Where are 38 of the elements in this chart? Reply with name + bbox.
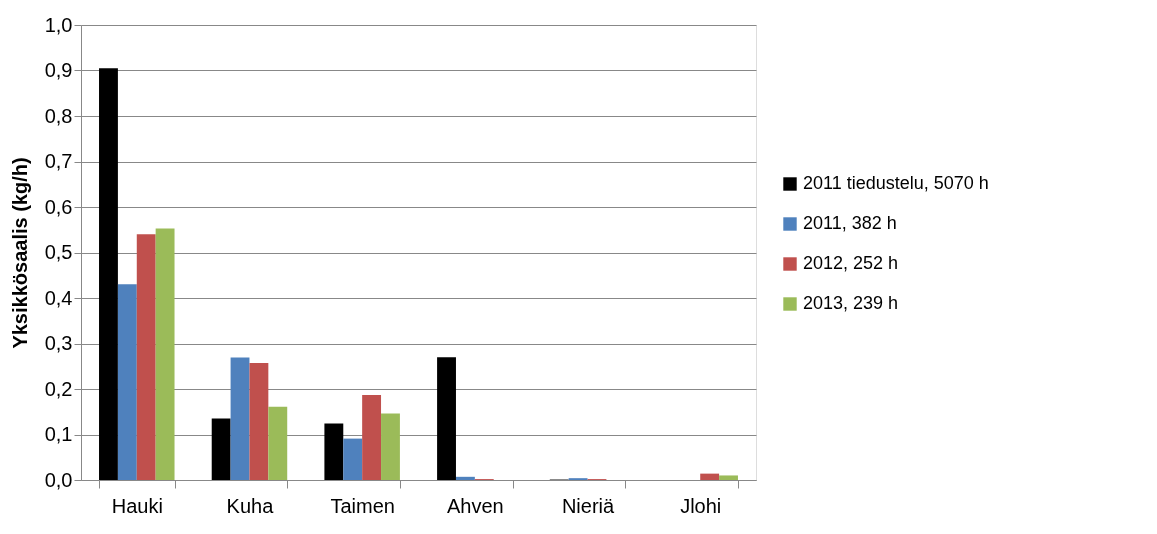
bar bbox=[437, 357, 456, 480]
bar bbox=[249, 363, 269, 480]
bar bbox=[343, 438, 363, 480]
bar bbox=[381, 413, 400, 480]
x-tick-label: Hauki bbox=[111, 494, 163, 517]
legend-label: 2011 tiedustelu, 5070 h bbox=[803, 173, 989, 193]
bar bbox=[700, 473, 720, 480]
y-tick-label: 1,0 bbox=[44, 13, 73, 36]
y-tick-label: 0,2 bbox=[44, 377, 73, 400]
legend-label: 2012, 252 h bbox=[803, 253, 899, 273]
x-tick-label: Taimen bbox=[330, 494, 395, 517]
bar bbox=[362, 394, 382, 480]
bar bbox=[719, 475, 738, 480]
legend-label: 2011, 382 h bbox=[803, 213, 897, 233]
bar bbox=[99, 68, 118, 480]
y-tick-label: 0,8 bbox=[44, 104, 73, 127]
y-tick-label: 0,3 bbox=[44, 332, 73, 354]
bar bbox=[117, 284, 137, 480]
legend-label: 2013, 239 h bbox=[803, 293, 899, 313]
y-axis-title: Yksikkösaalis (kg/h) bbox=[8, 157, 31, 349]
x-tick-label: Nieriä bbox=[561, 494, 616, 517]
bar bbox=[230, 357, 250, 480]
y-tick-label: 0,1 bbox=[44, 423, 73, 445]
y-tick-label: 0,4 bbox=[44, 286, 73, 309]
bar bbox=[268, 406, 288, 480]
x-tick-label: Jlohi bbox=[680, 494, 722, 517]
y-tick-label: 0,7 bbox=[44, 150, 73, 172]
bar bbox=[155, 228, 175, 480]
x-tick-label: Ahven bbox=[446, 494, 504, 517]
y-tick-label: 0,6 bbox=[44, 195, 73, 218]
y-tick-label: 0,5 bbox=[44, 241, 73, 263]
y-tick-label: 0,9 bbox=[44, 59, 73, 81]
bar bbox=[455, 476, 475, 480]
bar bbox=[136, 234, 156, 480]
bar bbox=[324, 423, 344, 480]
bar bbox=[211, 418, 231, 480]
y-tick-label: 0,0 bbox=[44, 468, 73, 491]
x-tick-label: Kuha bbox=[226, 494, 275, 517]
